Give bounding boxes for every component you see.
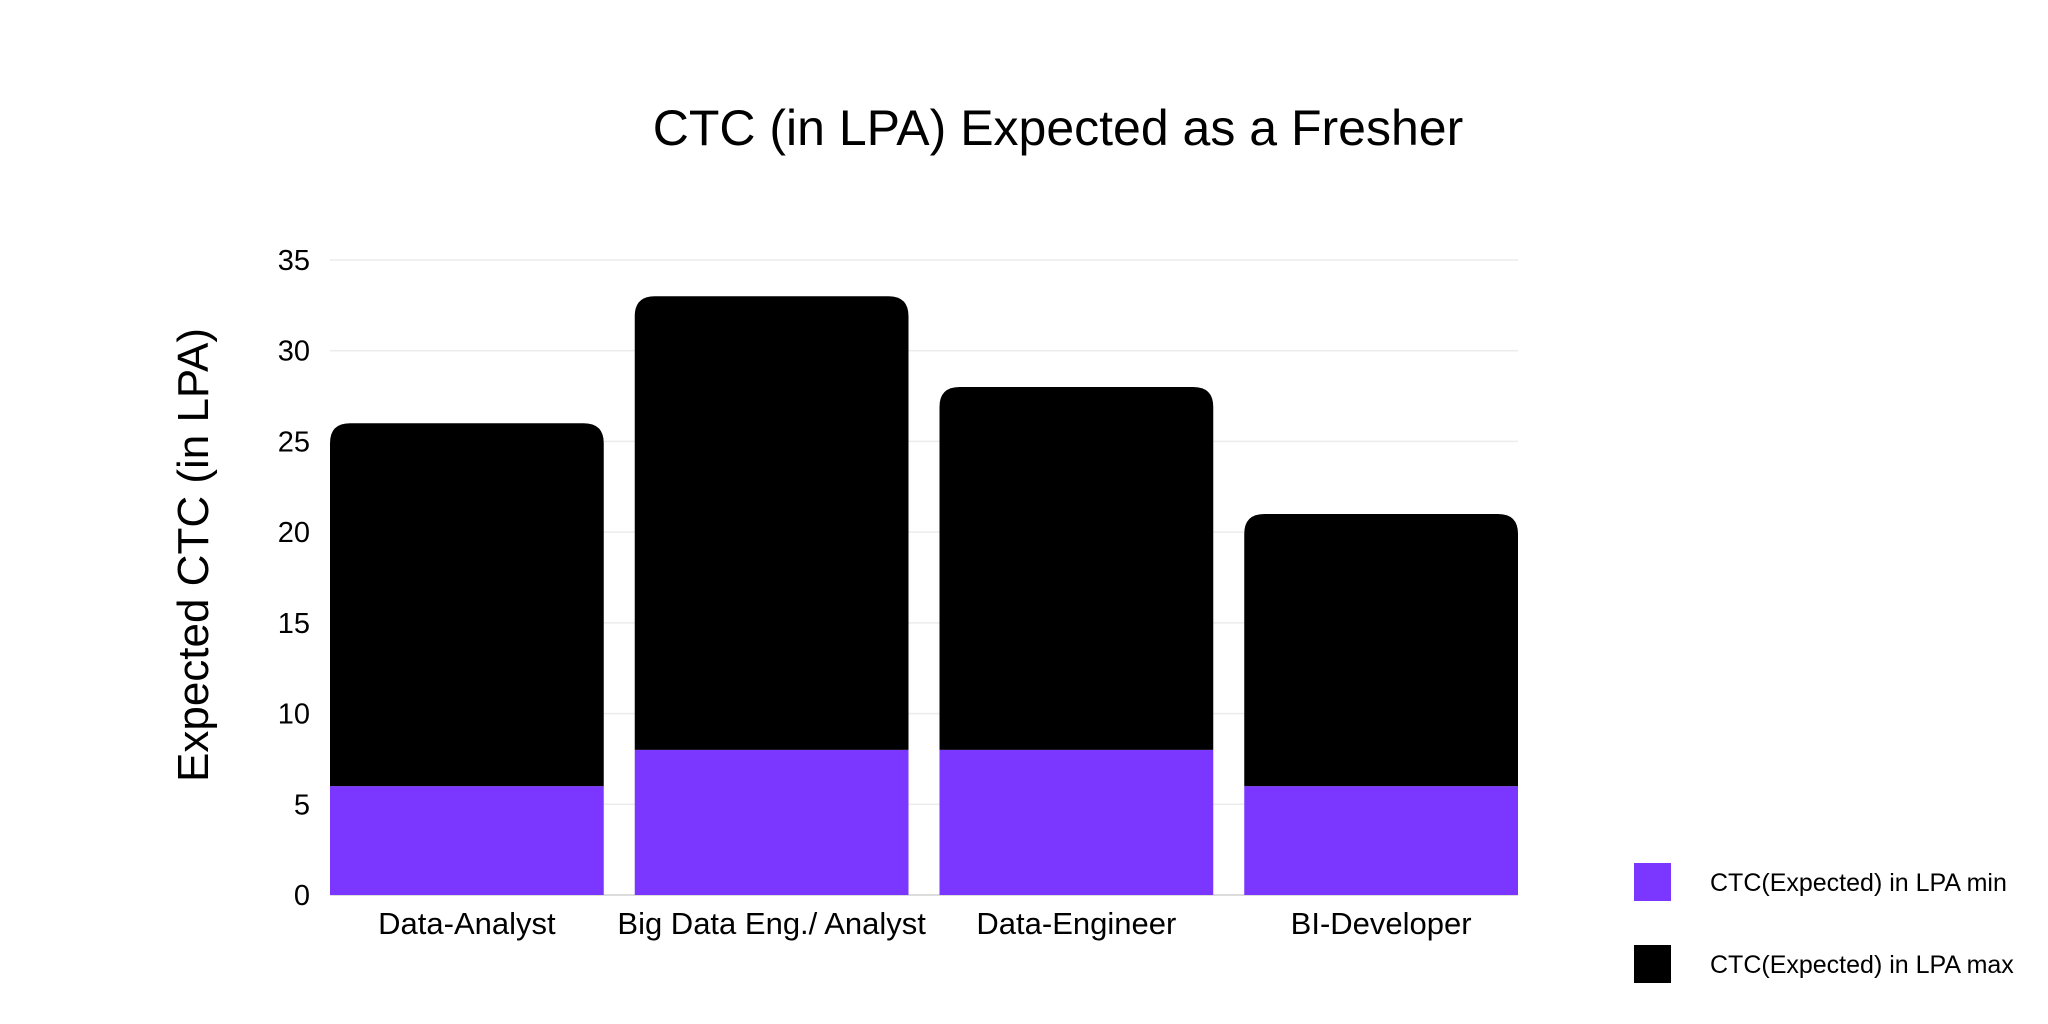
legend-swatch [1634,863,1671,901]
bar-min [939,749,1214,895]
legend-label: CTC(Expected) in LPA max [1710,951,2014,979]
y-tick-label: 15 [278,608,310,640]
legend-swatch [1634,945,1671,983]
bar-max [1244,514,1518,787]
y-axis-label: Expected CTC (in LPA) [169,328,218,782]
bar-min [1244,786,1518,895]
bar-max [330,423,604,787]
y-tick-label: 35 [278,245,310,277]
y-tick-label: 5 [294,789,310,821]
y-tick-label: 0 [294,880,310,912]
x-tick-label: Big Data Eng./ Analyst [617,906,926,941]
bar-min [634,749,909,895]
bar-max [939,387,1214,750]
y-tick-label: 25 [278,426,310,458]
x-tick-label: Data-Engineer [976,906,1176,941]
y-tick-label: 30 [278,336,310,368]
bar-max [634,296,909,750]
chart-title: CTC (in LPA) Expected as a Fresher [653,100,1463,156]
bar-min [330,786,604,895]
y-tick-label: 10 [278,699,310,731]
y-tick-label: 20 [278,517,310,549]
x-tick-label: Data-Analyst [378,906,556,941]
x-tick-label: BI-Developer [1291,906,1472,941]
legend-label: CTC(Expected) in LPA min [1710,869,2007,897]
